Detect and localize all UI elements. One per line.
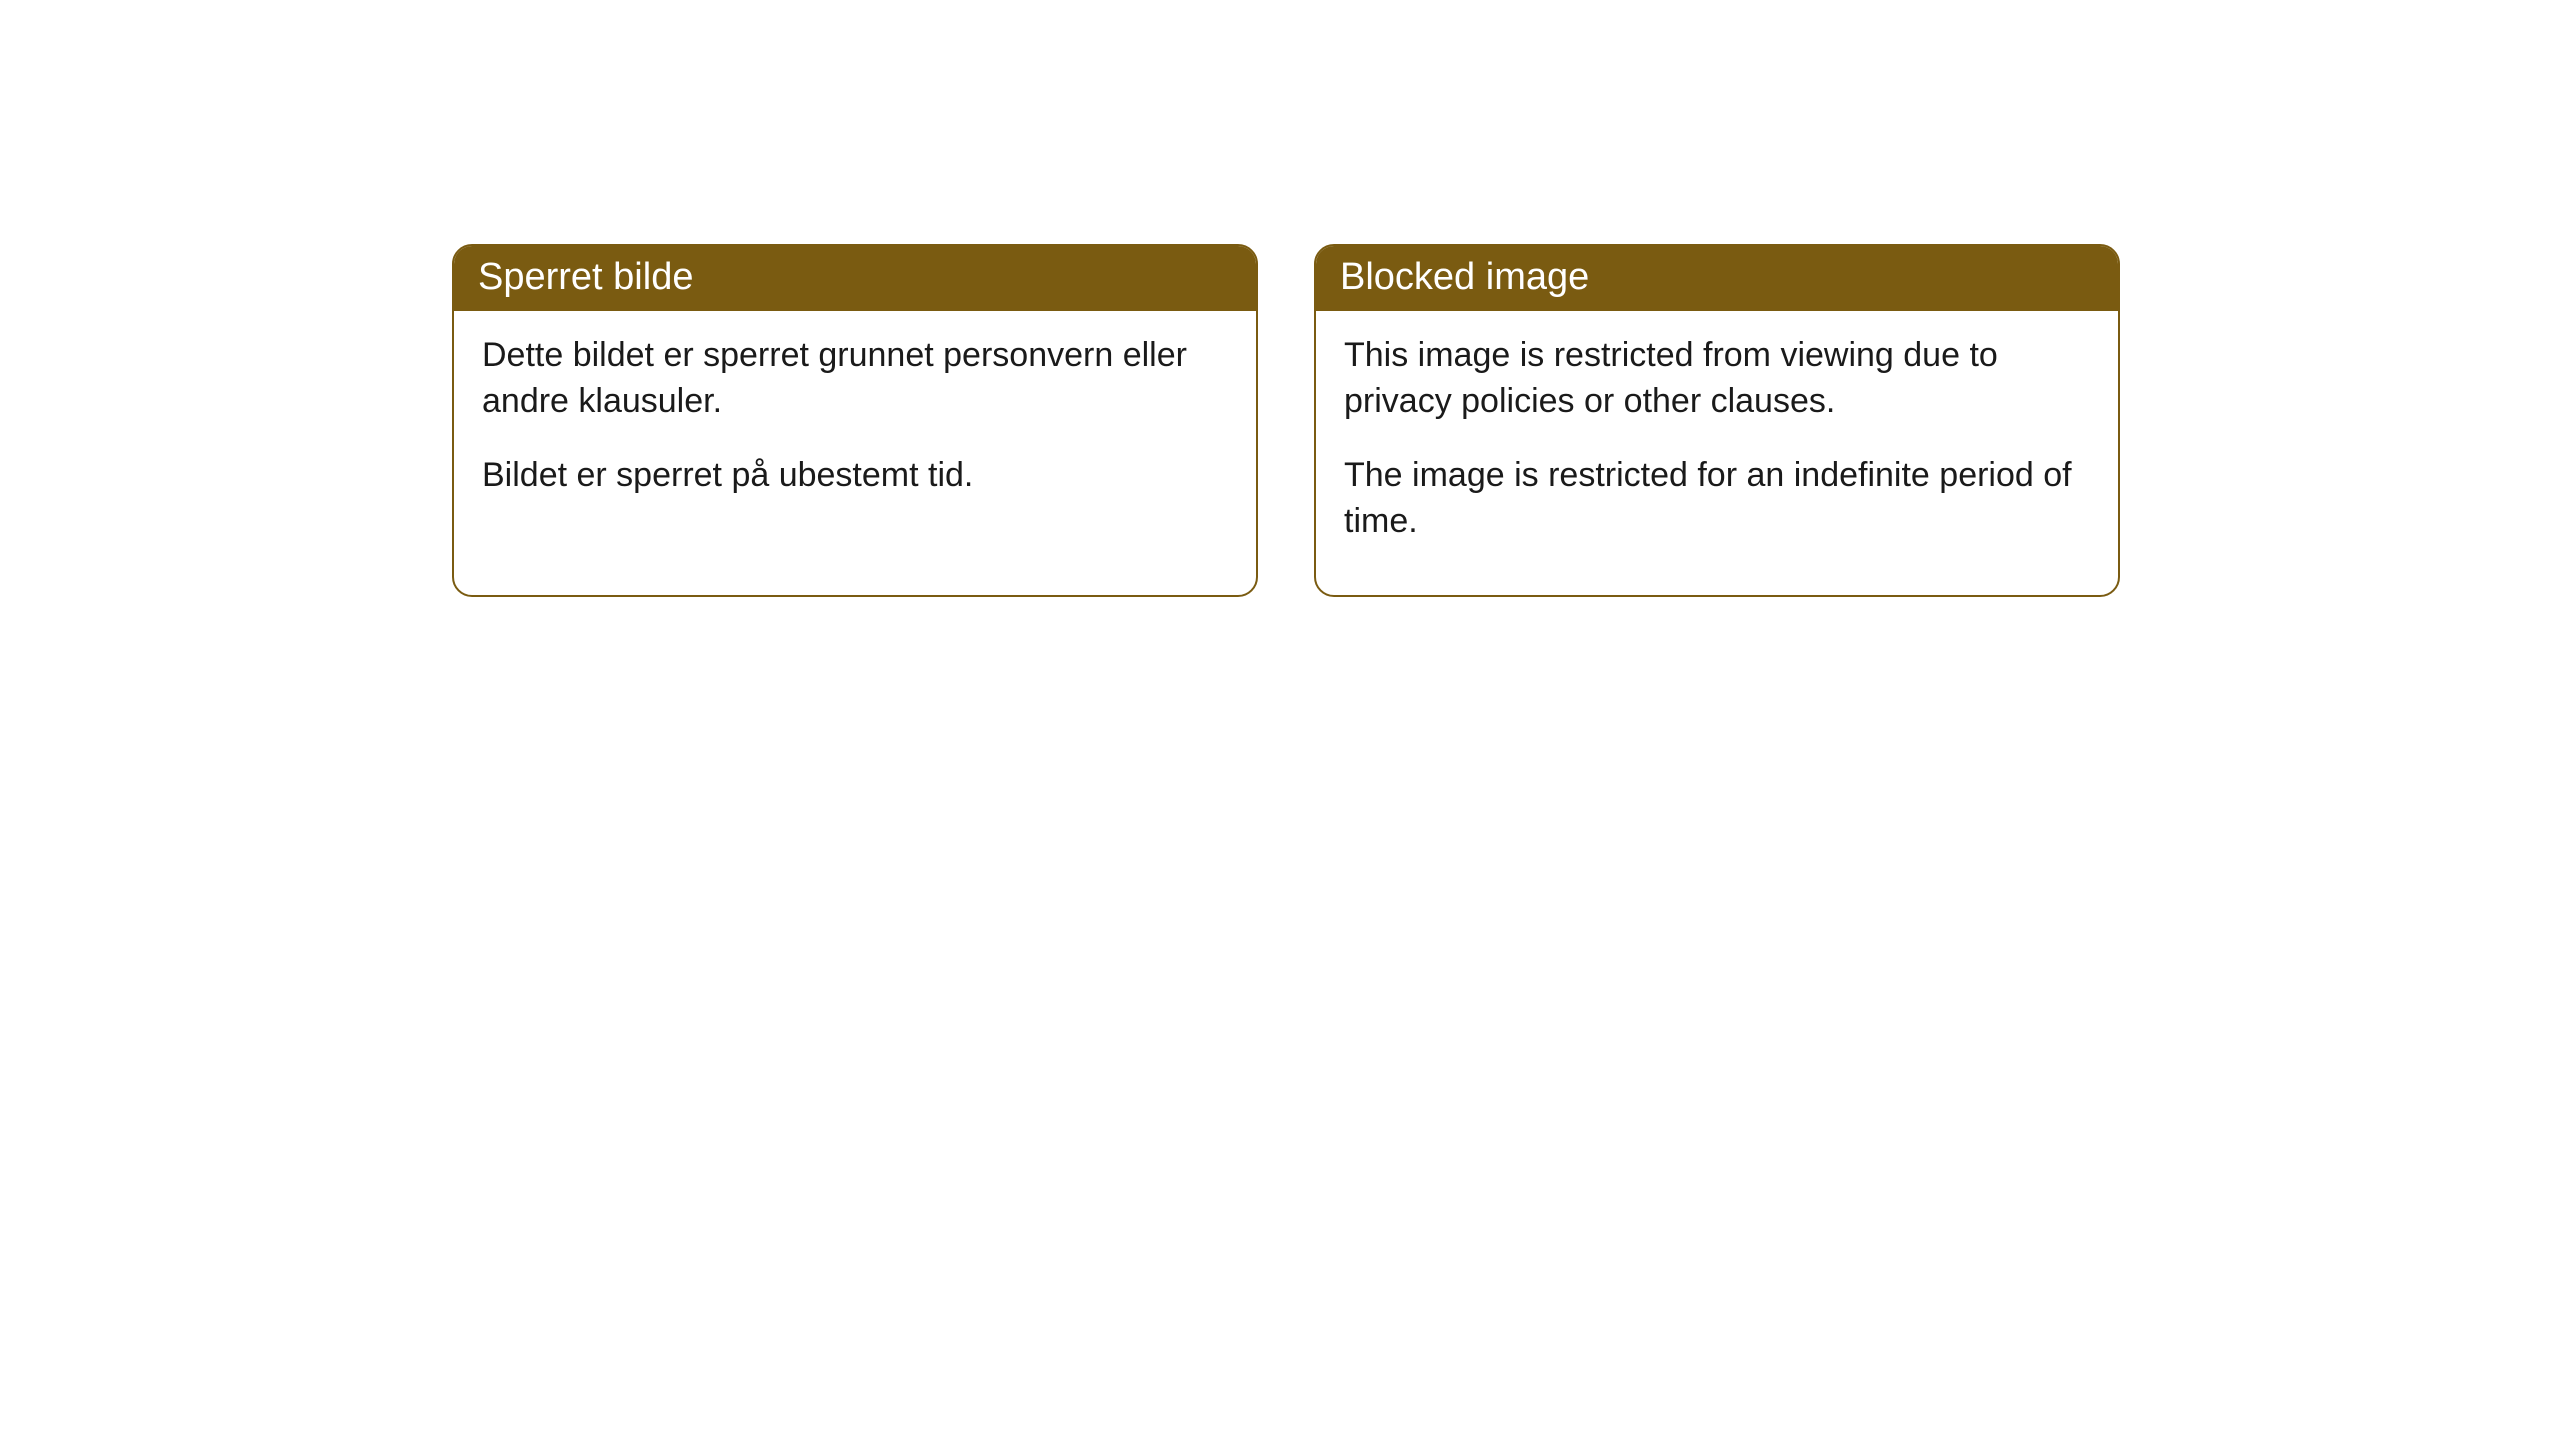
card-paragraph: The image is restricted for an indefinit… — [1344, 453, 2090, 545]
card-header-en: Blocked image — [1316, 246, 2118, 311]
card-body-en: This image is restricted from viewing du… — [1316, 311, 2118, 595]
blocked-image-card-no: Sperret bilde Dette bildet er sperret gr… — [452, 244, 1258, 597]
card-paragraph: Bildet er sperret på ubestemt tid. — [482, 453, 1228, 499]
card-paragraph: This image is restricted from viewing du… — [1344, 333, 2090, 425]
notice-container: Sperret bilde Dette bildet er sperret gr… — [0, 0, 2560, 597]
blocked-image-card-en: Blocked image This image is restricted f… — [1314, 244, 2120, 597]
card-paragraph: Dette bildet er sperret grunnet personve… — [482, 333, 1228, 425]
card-header-no: Sperret bilde — [454, 246, 1256, 311]
card-body-no: Dette bildet er sperret grunnet personve… — [454, 311, 1256, 549]
